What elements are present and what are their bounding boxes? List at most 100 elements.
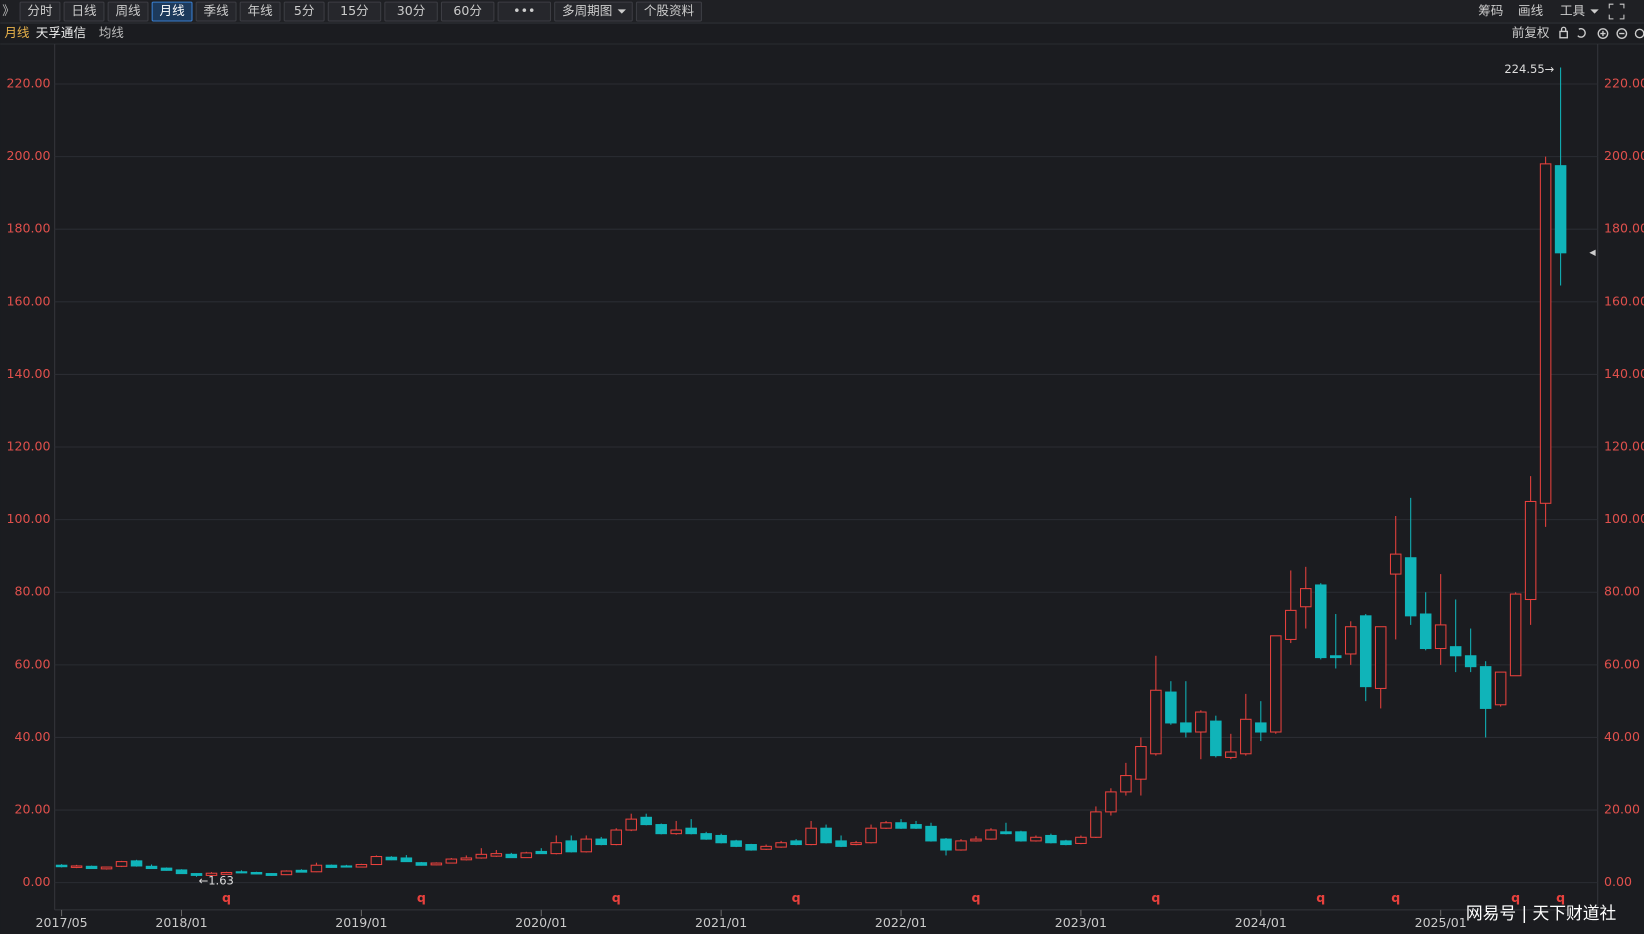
x-tick-label: 2018/01 — [155, 915, 207, 930]
tab-label[interactable]: 5分 — [294, 3, 315, 18]
candle-body — [940, 838, 952, 851]
tab-label[interactable]: 周线 — [115, 3, 141, 18]
tab-label[interactable]: 15分 — [340, 3, 369, 18]
candle-body — [385, 856, 398, 861]
candle-body — [1180, 722, 1192, 733]
tab-label[interactable]: 分时 — [27, 3, 53, 18]
y-tick-label-right: 200.00 — [1604, 148, 1644, 163]
tool-label[interactable]: 画线 — [1518, 3, 1544, 18]
candle-body — [640, 816, 652, 826]
candle-body — [280, 870, 293, 876]
y-tick-label: 180.00 — [7, 221, 51, 236]
candle-body — [760, 845, 772, 850]
tab-label[interactable]: 月线 — [160, 3, 186, 18]
tab-label[interactable]: 年线 — [248, 3, 274, 18]
x-tick-label: 2017/05 — [35, 915, 87, 930]
collapse-icon[interactable]: 》 — [2, 3, 15, 18]
y-tick-label: 140.00 — [7, 366, 51, 381]
event-marker: q — [1151, 890, 1160, 905]
candle-body — [115, 861, 128, 867]
tab-button[interactable] — [283, 1, 325, 22]
dropdown-arrow[interactable] — [1590, 9, 1599, 14]
tab-button[interactable] — [497, 1, 552, 22]
candle-body — [265, 873, 278, 876]
candle-body — [1030, 836, 1042, 842]
y-tick-label: 120.00 — [7, 439, 51, 454]
candle-body — [715, 834, 727, 844]
dropdown-arrow[interactable] — [617, 9, 626, 14]
tab-button[interactable] — [635, 1, 702, 22]
tab-label[interactable]: 60分 — [453, 3, 482, 18]
event-marker: q — [792, 890, 801, 905]
tab-button[interactable] — [19, 1, 61, 22]
candle-body — [550, 842, 563, 855]
y-tick-label: 100.00 — [7, 511, 51, 526]
candle-body — [400, 857, 413, 863]
event-marker: q — [971, 890, 980, 905]
tab-button[interactable] — [195, 1, 237, 22]
candle-body — [835, 840, 847, 847]
candle-body — [1045, 834, 1057, 844]
candle-body — [580, 838, 593, 853]
tab-label[interactable]: 个股资料 — [644, 3, 695, 18]
candle-body — [430, 862, 443, 866]
candle-body — [970, 838, 982, 842]
tab-button[interactable] — [239, 1, 281, 22]
candle-body — [775, 842, 787, 848]
candle-body — [1479, 666, 1492, 709]
y-tick-label-right: 60.00 — [1604, 656, 1640, 671]
candle-body — [1285, 609, 1297, 640]
tab-button[interactable] — [63, 1, 105, 22]
watermark: 网易号 | 天下财道社 — [1466, 903, 1617, 923]
candle-body — [1389, 553, 1402, 575]
tab-button[interactable] — [327, 1, 382, 22]
tab-label[interactable]: 多周期图 — [562, 3, 612, 18]
candle-body — [1210, 720, 1222, 757]
x-tick-label: 2022/01 — [875, 915, 927, 930]
candle-body — [1314, 584, 1327, 659]
candle-body — [340, 865, 353, 868]
adjust-label[interactable]: 前复权 — [1512, 25, 1550, 40]
candle-body — [1344, 626, 1357, 655]
y-tick-label-right: 160.00 — [1604, 293, 1644, 308]
x-tick-label: 2019/01 — [335, 915, 387, 930]
y-tick-label-right: 220.00 — [1604, 75, 1644, 90]
candle-body — [625, 818, 637, 831]
y-tick-label: 0.00 — [22, 874, 50, 889]
tab-label[interactable]: ••• — [513, 3, 535, 18]
extreme-annotation: 224.55→ — [1504, 62, 1554, 76]
tool-label[interactable]: 筹码 — [1478, 3, 1503, 18]
tab-label[interactable]: 日线 — [71, 3, 97, 18]
candle-body — [730, 840, 742, 847]
tab-button[interactable] — [107, 1, 149, 22]
candle-body — [295, 869, 308, 873]
tool-label[interactable]: 工具 — [1560, 3, 1586, 18]
candle-body — [475, 853, 488, 859]
y-tick-label-right: 140.00 — [1604, 366, 1644, 381]
fullscreen-icon[interactable] — [1608, 3, 1625, 20]
x-tick-label: 2025/01 — [1415, 915, 1467, 930]
candle-body — [1419, 613, 1432, 650]
candle-body — [1000, 831, 1012, 835]
tab-button[interactable] — [440, 1, 495, 22]
candle-body — [1449, 646, 1462, 657]
tab-label[interactable]: 季线 — [204, 3, 230, 18]
candle-body — [355, 863, 368, 868]
y-tick-label: 200.00 — [7, 148, 51, 163]
tab-button[interactable] — [151, 1, 193, 22]
event-marker: q — [1391, 890, 1400, 905]
candle-body — [1120, 775, 1132, 793]
candle-body — [1240, 718, 1252, 755]
candle-body — [1300, 588, 1312, 608]
tab-button[interactable] — [384, 1, 438, 22]
candle-body — [895, 822, 907, 829]
candle-body — [1539, 163, 1552, 504]
y-tick-label-right: 0.00 — [1604, 874, 1632, 889]
tab-label[interactable]: 30分 — [397, 3, 426, 18]
candle-body — [655, 824, 667, 835]
candle-body — [445, 858, 458, 864]
candle-body — [100, 866, 113, 870]
tab-button[interactable] — [554, 1, 633, 22]
indicator-label[interactable]: 均线 — [99, 25, 125, 40]
